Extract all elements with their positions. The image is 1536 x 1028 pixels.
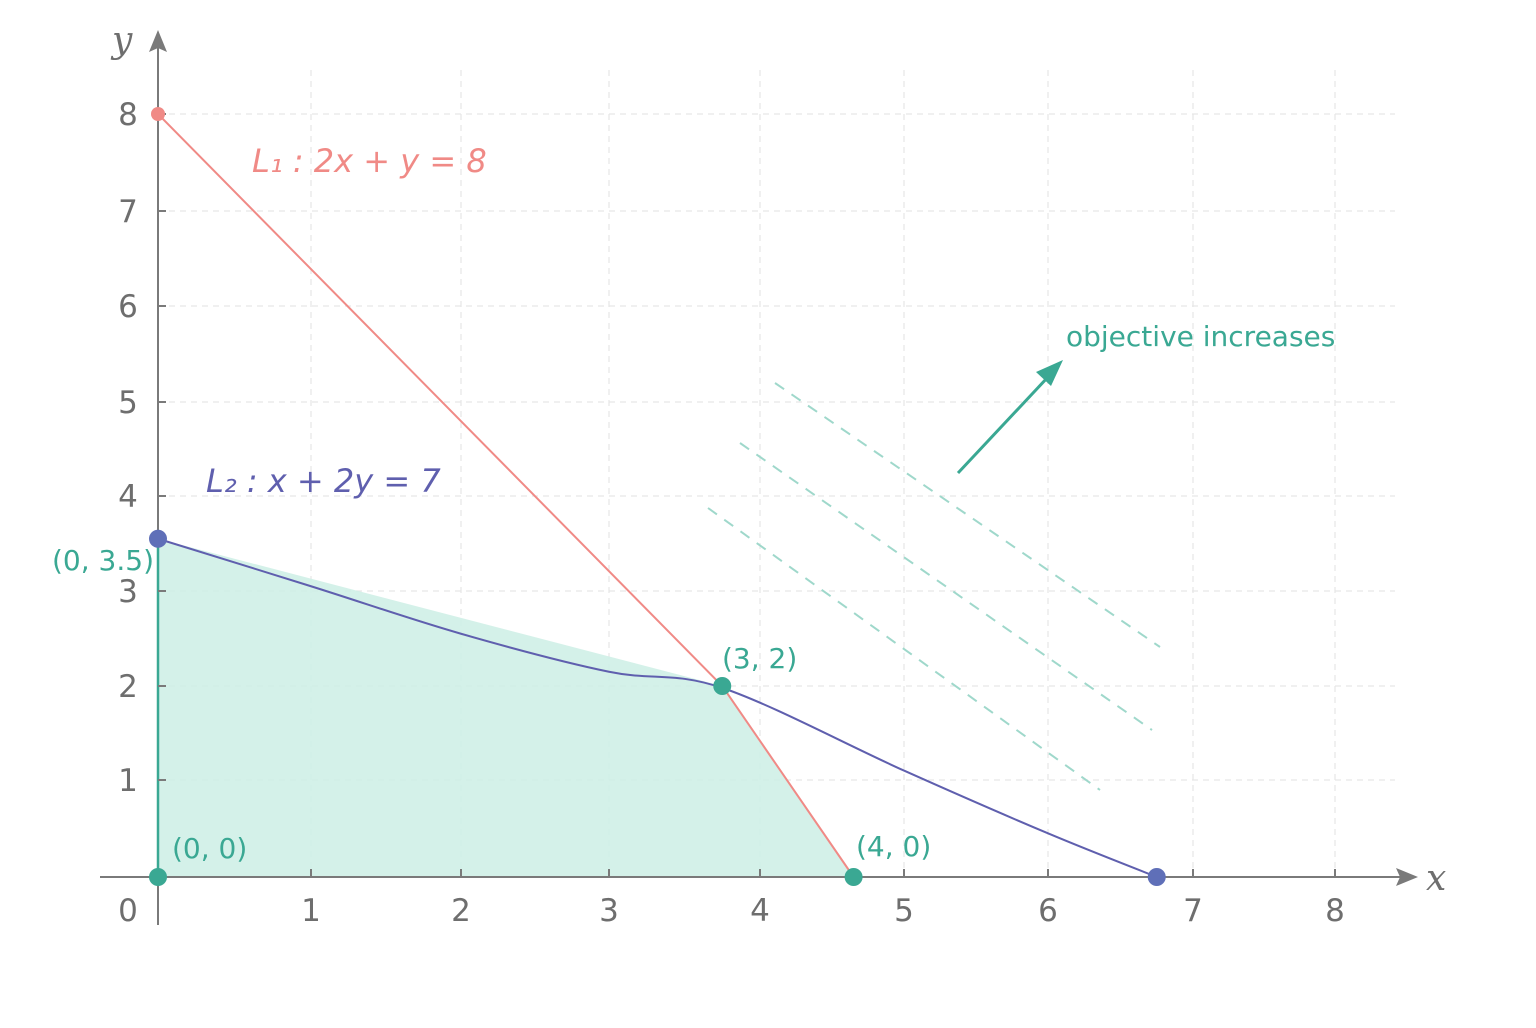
point-label-0-3-5: (0, 3.5) [52, 544, 154, 577]
objective-lines [707, 382, 1161, 791]
x-tick-label-4: 4 [750, 893, 770, 929]
feasible-region [158, 538, 854, 877]
point-marker-4 [1147, 868, 1166, 886]
y-tick-label-2: 2 [118, 669, 138, 705]
series-label-l2: L₂ : x + 2y = 7 [206, 462, 441, 500]
x-axis-label: x [1426, 858, 1446, 899]
x-tick-label-3: 3 [599, 893, 619, 929]
y-axis-label: y [110, 20, 133, 61]
x-tick-label-1: 1 [301, 893, 321, 929]
y-tick-label-7: 7 [118, 194, 138, 230]
y-tick-label-6: 6 [118, 289, 138, 325]
y-tick-label-4: 4 [118, 479, 138, 515]
point-label-0-0: (0, 0) [172, 832, 247, 865]
axes [100, 30, 1418, 925]
x-tick-label-0: 0 [118, 893, 138, 929]
point-marker-0 [149, 529, 167, 548]
y-tick-label-1: 1 [118, 763, 138, 799]
point-label-4-0: (4, 0) [856, 830, 931, 863]
objective-isoline-2 [739, 442, 1153, 731]
objective-arrow-shaft [956, 375, 1050, 475]
objective-label: objective increases [1066, 320, 1335, 353]
y-tick-label-8: 8 [118, 97, 138, 133]
objective-arrow [956, 360, 1063, 475]
y-tick-label-5: 5 [118, 385, 138, 421]
point-marker-5 [151, 107, 165, 121]
point-label-3-2: (3, 2) [722, 642, 797, 675]
points-layer [149, 107, 1166, 886]
x-tick-label-2: 2 [451, 893, 471, 929]
x-tick-labels: 0 1 2 3 4 5 6 7 8 [118, 893, 1345, 929]
y-tick-label-3: 3 [118, 574, 138, 610]
y-axis-arrowhead [149, 30, 167, 52]
feasible-region-layer [158, 538, 854, 877]
x-tick-label-8: 8 [1325, 893, 1345, 929]
point-marker-2 [713, 677, 732, 695]
series-label-l1: L₁ : 2x + y = 8 [252, 142, 487, 180]
y-tick-labels: 1 2 3 4 5 6 7 8 [118, 97, 138, 799]
point-marker-3 [844, 868, 863, 886]
series-line-l2 [157, 537, 1158, 878]
point-marker-1 [149, 868, 167, 886]
x-tick-label-6: 6 [1038, 893, 1058, 929]
x-tick-label-5: 5 [894, 893, 914, 929]
x-tick-label-7: 7 [1183, 893, 1203, 929]
objective-isoline-3 [707, 507, 1101, 791]
x-axis-arrowhead [1396, 868, 1418, 886]
objective-arrow-head [1036, 360, 1063, 386]
objective-isoline-1 [774, 382, 1161, 648]
